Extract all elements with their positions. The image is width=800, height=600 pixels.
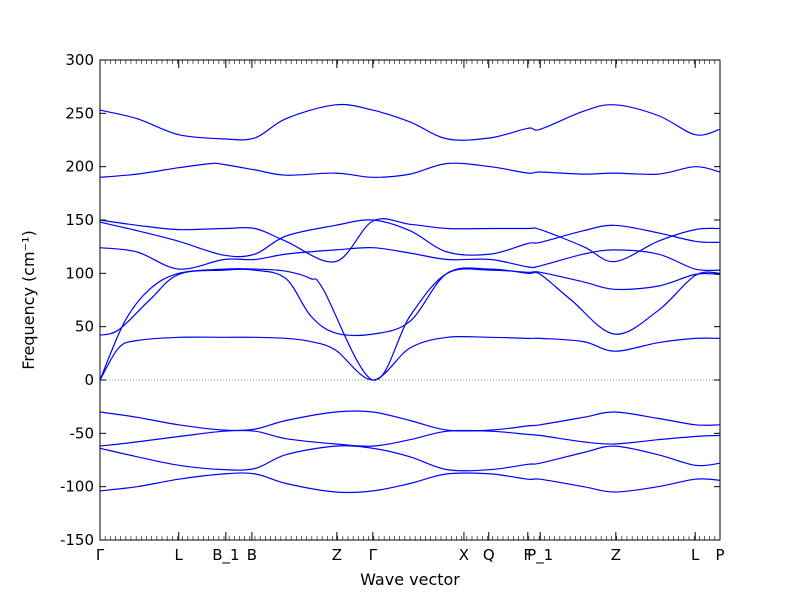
x-axis-ticks: Γ L B_1 B Z Γ X Q FP_1 Z L P <box>96 60 725 565</box>
x-tick-label: L <box>691 546 700 564</box>
y-tick-label: -150 <box>60 531 94 549</box>
x-tick-label: P_1 <box>527 546 553 565</box>
band-line-10 <box>99 429 721 447</box>
y-tick-label: 100 <box>65 264 94 282</box>
band-line-11 <box>99 445 721 472</box>
band-line-12 <box>99 472 721 494</box>
x-tick-label: X <box>459 546 469 564</box>
band-line-4 <box>99 219 721 258</box>
band-line-5 <box>99 247 721 272</box>
x-tick-label: L <box>175 546 184 564</box>
y-tick-label: 200 <box>65 158 94 176</box>
x-tick-label: Γ <box>96 546 105 564</box>
band-line-8 <box>99 335 721 381</box>
x-tick-label: Z <box>332 546 342 564</box>
y-tick-label: -50 <box>70 424 95 442</box>
y-tick-label: 50 <box>75 318 94 336</box>
band-line-3 <box>99 218 721 263</box>
x-tick-label: Γ <box>369 546 378 564</box>
x-tick-label: Z <box>611 546 621 564</box>
y-axis-label: Frequency (cm⁻¹) <box>19 230 38 369</box>
band-line-1 <box>99 103 721 141</box>
y-tick-label: -100 <box>60 478 94 496</box>
band-line-6 <box>99 268 721 381</box>
band-line-9 <box>99 410 721 432</box>
bands-layer <box>99 103 721 494</box>
y-tick-label: 150 <box>65 211 94 229</box>
band-line-2 <box>99 162 721 178</box>
band-line-7 <box>99 267 721 337</box>
y-tick-label: 300 <box>65 51 94 69</box>
x-tick-label: B <box>247 546 257 564</box>
x-tick-label: F <box>523 546 532 564</box>
y-tick-label: 0 <box>84 371 94 389</box>
x-tick-label: Q <box>483 546 495 564</box>
x-tick-label: P <box>715 546 724 564</box>
y-tick-label: 250 <box>65 104 94 122</box>
y-axis-ticks: -150 -100 -50 0 50 100 150 200 250 300 <box>60 51 720 549</box>
x-tick-label: B_1 <box>212 546 239 565</box>
x-axis-label: Wave vector <box>360 570 460 589</box>
plot-frame <box>99 59 721 541</box>
